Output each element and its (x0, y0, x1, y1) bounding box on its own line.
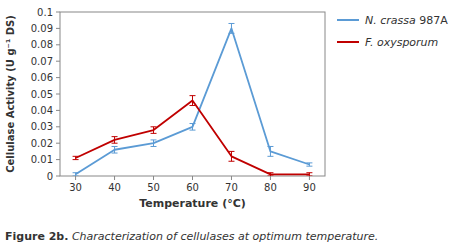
error-bar (73, 173, 79, 176)
legend-label-part: N. (365, 14, 377, 27)
legend-label: N. crassa 987A (365, 14, 448, 27)
y-tick-label: 0.1 (37, 7, 53, 18)
series-line (76, 101, 310, 175)
legend-swatch (337, 41, 359, 43)
y-tick-label: 0.06 (31, 72, 53, 83)
error-bar (228, 23, 234, 33)
y-tick (56, 176, 60, 177)
y-tick-label: 0 (47, 171, 53, 182)
y-tick (56, 12, 60, 13)
y-tick-label: 0.02 (31, 138, 53, 149)
legend-label: F. oxysporum (365, 36, 438, 49)
x-tick (309, 176, 310, 180)
y-tick (56, 110, 60, 111)
error-bar (228, 151, 234, 161)
x-tick (231, 176, 232, 180)
error-bar (190, 124, 196, 131)
error-bar (73, 156, 79, 159)
y-tick (56, 44, 60, 45)
series (73, 23, 313, 176)
series (73, 96, 313, 176)
x-tick (153, 176, 154, 180)
caption-part: Figure 2b. (5, 230, 68, 243)
chart: 3040506070809000.010.020.030.040.050.060… (0, 0, 467, 248)
error-bar (306, 173, 312, 176)
legend-swatch (337, 19, 359, 21)
series-line (76, 28, 310, 174)
error-bar (112, 137, 118, 144)
y-tick (56, 159, 60, 160)
y-tick-label: 0.08 (31, 39, 53, 50)
y-tick (56, 77, 60, 78)
x-tick (114, 176, 115, 180)
x-tick-label: 50 (147, 182, 160, 193)
error-bar (267, 173, 273, 176)
x-tick-label: 30 (69, 182, 82, 193)
plot-frame (60, 12, 325, 176)
x-tick (75, 176, 76, 180)
y-axis: 0 0.01 0.02 0.03 0.04 0.05 0.06 0.07 0.08 0.09 0.1 (31, 7, 60, 182)
x-tick (192, 176, 193, 180)
error-bar (151, 127, 157, 134)
x-tick-label: 80 (264, 182, 277, 193)
error-bar (306, 163, 312, 166)
x-tick (270, 176, 271, 180)
y-tick-label: 0.05 (31, 89, 53, 100)
y-tick (56, 28, 60, 29)
caption: Figure 2b. Characterization of cellulase… (5, 230, 378, 243)
y-tick (56, 61, 60, 62)
x-axis: 30 40 50 60 70 80 90 (69, 176, 316, 193)
y-tick (56, 143, 60, 144)
y-axis-label: Cellulase Activity (U g⁻¹ DS) (5, 15, 16, 173)
legend-label-part: 987A (416, 14, 448, 27)
y-tick-label: 0.04 (31, 105, 53, 116)
y-tick-label: 0.07 (31, 56, 53, 67)
x-tick-label: 40 (108, 182, 121, 193)
error-bar (190, 96, 196, 106)
legend-label-part: oxysporum (373, 36, 438, 49)
y-tick (56, 126, 60, 127)
x-tick-label: 70 (225, 182, 238, 193)
legend-label-part: crassa (377, 14, 416, 27)
y-tick (56, 94, 60, 95)
legend: N. crassa 987A F. oxysporum (337, 14, 448, 49)
x-tick-label: 60 (186, 182, 199, 193)
error-bar (112, 146, 118, 153)
error-bar (151, 140, 157, 147)
y-tick-label: 0.01 (31, 154, 53, 165)
plot-data (73, 23, 313, 176)
y-tick-label: 0.03 (31, 121, 53, 132)
x-tick-label: 90 (303, 182, 316, 193)
x-axis-label: Temperature (°C) (139, 197, 246, 210)
error-bar (267, 146, 273, 156)
legend-label-part: F. (365, 36, 373, 49)
y-tick-label: 0.09 (31, 23, 53, 34)
caption-part: Characterization of cellulases at optimu… (68, 230, 378, 243)
